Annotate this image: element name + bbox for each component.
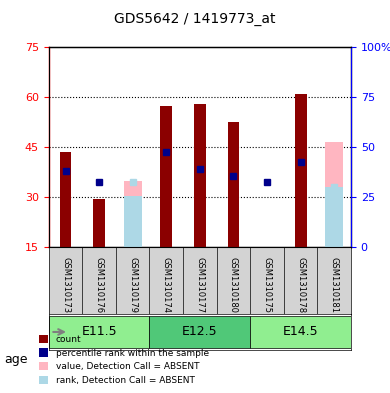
Text: GSM1310174: GSM1310174 [162,257,171,314]
Text: E11.5: E11.5 [81,325,117,338]
Bar [325,187,343,248]
Legend: count, percentile rank within the sample, value, Detection Call = ABSENT, rank, : count, percentile rank within the sample… [36,331,212,389]
Bar [60,152,71,248]
Text: GDS5642 / 1419773_at: GDS5642 / 1419773_at [114,12,276,26]
Text: GSM1310176: GSM1310176 [95,257,104,314]
Text: E12.5: E12.5 [182,325,218,338]
Text: GSM1310175: GSM1310175 [262,257,271,314]
Bar [325,142,343,248]
Bar [194,104,206,248]
Bar [160,106,172,248]
Text: GSM1310179: GSM1310179 [128,257,137,314]
Text: GSM1310181: GSM1310181 [330,257,339,314]
Text: GSM1310178: GSM1310178 [296,257,305,314]
Bar [124,196,142,248]
Text: E14.5: E14.5 [283,325,319,338]
Text: age: age [4,353,27,366]
Text: GSM1310173: GSM1310173 [61,257,70,314]
Text: GSM1310177: GSM1310177 [195,257,204,314]
FancyBboxPatch shape [250,316,351,348]
Bar [124,181,142,248]
Bar [93,199,105,248]
FancyBboxPatch shape [49,316,149,348]
Text: GSM1310180: GSM1310180 [229,257,238,314]
FancyBboxPatch shape [149,316,250,348]
Bar [228,122,239,248]
Bar [295,94,307,248]
